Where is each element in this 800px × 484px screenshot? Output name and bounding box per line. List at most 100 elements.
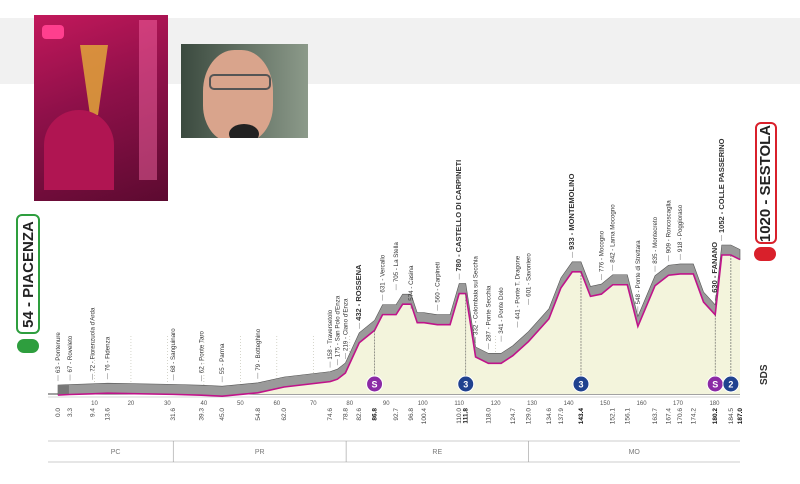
km-distance-label: 9.4 bbox=[89, 408, 96, 417]
cyclist-icon bbox=[17, 339, 39, 353]
km-distance-label: 111.8 bbox=[463, 408, 470, 424]
x-tick-label: 150 bbox=[600, 401, 611, 407]
stage-poster-image bbox=[34, 15, 168, 201]
x-tick-label: 90 bbox=[383, 401, 390, 407]
marker-label: S bbox=[372, 380, 378, 390]
start-wedge bbox=[58, 385, 69, 394]
km-distance-label: 54.8 bbox=[255, 408, 262, 421]
race-logo-icon bbox=[42, 25, 64, 39]
profile-area bbox=[58, 245, 740, 394]
km-distance-label: 124.7 bbox=[510, 408, 517, 425]
km-distance-label: 110.0 bbox=[456, 408, 463, 424]
x-tick-label: 130 bbox=[527, 401, 538, 407]
km-distance-label: 156.1 bbox=[624, 408, 631, 425]
km-distance-label: 184.5 bbox=[728, 408, 735, 425]
km-distance-label: 170.6 bbox=[677, 408, 684, 425]
waypoint-label: 835 - Montecreto bbox=[652, 216, 659, 263]
waypoint-label: 432 - ROSSENA bbox=[354, 264, 363, 321]
x-tick-label: 140 bbox=[564, 401, 575, 407]
km-distance-label: 45.0 bbox=[219, 408, 226, 421]
start-city-tag: 54 - PIACENZA bbox=[16, 214, 40, 334]
waypoint-label: 909 - Roncoscaglia bbox=[666, 200, 673, 254]
waypoint-label: 630 - FANANO bbox=[710, 242, 719, 293]
waypoint-label: 68 - Sanguinaro bbox=[170, 328, 177, 373]
waypoint-label: 933 - MONTEMOLINO bbox=[567, 173, 576, 249]
x-tick-label: 70 bbox=[310, 401, 317, 407]
km-distance-label: 143.4 bbox=[578, 408, 585, 425]
finish-icon bbox=[754, 247, 776, 261]
kom-marker-icon bbox=[457, 375, 475, 393]
marker-label: 3 bbox=[578, 380, 583, 390]
waypoint-label: 332 - Colombaia sul Secchia bbox=[473, 256, 480, 335]
sprint-marker-icon bbox=[366, 375, 384, 393]
km-label-layer: 0.0 3.3 9.4 13.6 31.6 39.3 45.0 54.8 62.0 74.6 78.… bbox=[55, 408, 744, 425]
waypoint-label: 76 - Fidenza bbox=[105, 336, 112, 371]
finish-city-tag: 1020 - SESTOLA bbox=[755, 122, 777, 244]
waypoint-label: 574 - Casina bbox=[408, 265, 415, 301]
km-distance-label: 3.3 bbox=[67, 408, 74, 417]
waypoint-label: 776 - Mocogno bbox=[598, 230, 605, 272]
km-distance-label: 62.0 bbox=[281, 408, 288, 421]
x-tick-label: 60 bbox=[273, 401, 280, 407]
km-distance-label: 187.0 bbox=[737, 408, 744, 425]
km-distance-label: 167.4 bbox=[666, 408, 673, 425]
x-tick-label: 100 bbox=[418, 401, 429, 407]
km-distance-label: 39.3 bbox=[198, 408, 205, 421]
km-distance-label: 31.6 bbox=[170, 408, 177, 421]
waypoint-label: 287 - Ponte Secchia bbox=[485, 285, 492, 341]
km-distance-label: 152.1 bbox=[610, 408, 617, 425]
brand-label: SDS bbox=[759, 364, 770, 385]
km-distance-label: 82.6 bbox=[356, 408, 363, 421]
waypoint-label: 441 - Ponte T. Dragone bbox=[515, 255, 522, 319]
province-label: PC bbox=[111, 449, 121, 456]
waypoint-label: 548 - Ponte di Strettara bbox=[635, 240, 642, 305]
province-label: PR bbox=[255, 449, 265, 456]
province-layer: PC PR RE MO bbox=[48, 440, 740, 463]
waypoint-label: 67 - Roveleto bbox=[67, 335, 74, 372]
waypoint-label: 560 - Carpineti bbox=[434, 262, 441, 303]
waypoint-label: 175 - San Polo d'Enza bbox=[334, 295, 341, 357]
km-distance-label: 118.0 bbox=[485, 408, 492, 424]
x-tick-label: 20 bbox=[128, 401, 135, 407]
waypoint-label: 705 - La Stella bbox=[393, 242, 400, 282]
waypoint-layer: 63 - Pontenure 67 - Roveleto 72 - Fiorenzu… bbox=[55, 138, 726, 383]
x-tick-label: 30 bbox=[164, 401, 171, 407]
waypoint-label: 601 - Savoniero bbox=[525, 253, 532, 297]
waypoint-label: 631 - Vercallo bbox=[380, 254, 387, 292]
marker-label: 2 bbox=[728, 380, 733, 390]
km-distance-label: 174.2 bbox=[690, 408, 697, 425]
marker-label: 3 bbox=[463, 380, 468, 390]
km-distance-label: 0.0 bbox=[55, 408, 62, 417]
waypoint-label: 158 - Traversetolo bbox=[327, 309, 334, 359]
x-tick-label: 180 bbox=[709, 401, 720, 407]
microphone-icon bbox=[229, 124, 259, 138]
poster-stripe bbox=[139, 20, 157, 180]
km-distance-label: 13.6 bbox=[105, 408, 112, 421]
province-label: RE bbox=[432, 449, 442, 456]
x-tick-label: 170 bbox=[673, 401, 684, 407]
kom-marker-icon bbox=[572, 375, 590, 393]
waypoint-label: 780 - CASTELLO DI CARPINETI bbox=[454, 160, 463, 272]
x-tick-label: 10 bbox=[91, 401, 98, 407]
waypoint-label: 341 - Ponte Dolo bbox=[498, 287, 505, 334]
x-tick-label: 120 bbox=[491, 401, 502, 407]
km-distance-label: 78.8 bbox=[342, 408, 349, 421]
portrait-photo bbox=[181, 44, 308, 138]
waypoint-label: 219 - Ciano d'Enza bbox=[342, 298, 349, 351]
km-distance-label: 163.7 bbox=[652, 408, 659, 425]
x-tick-label: 160 bbox=[637, 401, 648, 407]
km-distance-label: 129.0 bbox=[525, 408, 532, 425]
waypoint-label: 1052 - COLLE PASSERINO bbox=[717, 138, 726, 233]
waypoint-label: 79 - Botteghino bbox=[255, 328, 262, 371]
km-distance-label: 86.8 bbox=[372, 408, 379, 421]
km-distance-label: 100.4 bbox=[421, 408, 428, 425]
face-shape bbox=[203, 50, 273, 138]
km-distance-label: 180.2 bbox=[712, 408, 719, 425]
km-distance-label: 74.6 bbox=[327, 408, 334, 421]
km-distance-label: 92.7 bbox=[393, 408, 400, 421]
x-tick-label: 110 bbox=[454, 401, 464, 407]
waypoint-label: 55 - Parma bbox=[219, 343, 226, 374]
waypoint-label: 63 - Pontenure bbox=[55, 332, 62, 373]
